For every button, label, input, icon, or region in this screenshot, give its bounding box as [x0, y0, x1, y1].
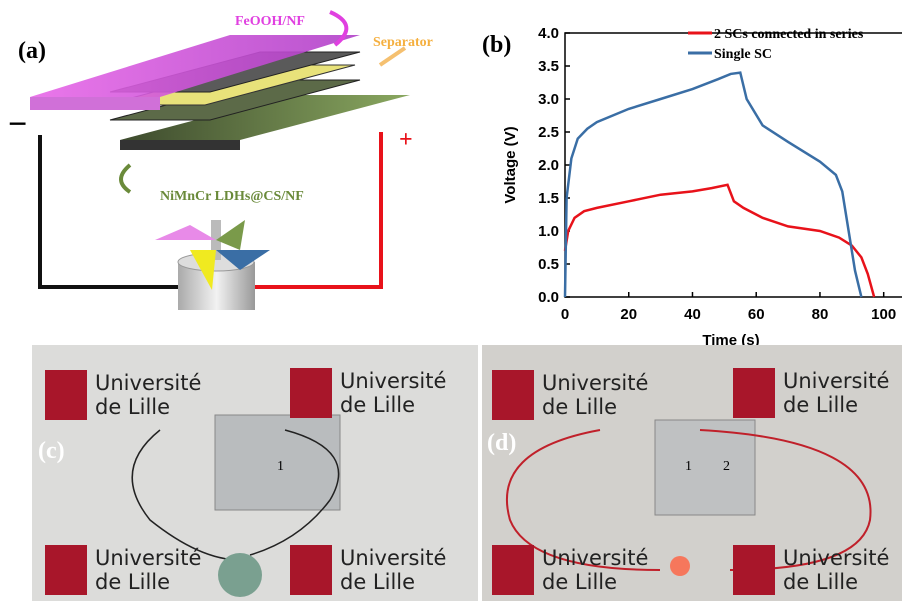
y-tick-label: 3.5: [538, 58, 559, 75]
plate-edge: [30, 97, 160, 110]
device: [214, 414, 341, 511]
logo-text: de Lille: [340, 570, 415, 594]
y-tick-label: 4.0: [538, 25, 559, 42]
logo-text: de Lille: [542, 395, 617, 419]
x-tick-label: 20: [620, 306, 637, 323]
label: −: [8, 106, 27, 143]
cell-label: 1: [685, 459, 692, 474]
wire: [255, 132, 383, 289]
wire: [131, 429, 340, 561]
logo-text: Université: [783, 369, 889, 393]
plate-edge: [120, 140, 240, 150]
logo-mark: [290, 368, 332, 418]
x-axis-label: Time (s): [702, 332, 759, 349]
logo-text: Université: [340, 369, 446, 393]
logo-text: de Lille: [95, 395, 170, 419]
led: [670, 556, 690, 576]
logo-text: Université: [542, 546, 648, 570]
arrow: [119, 163, 132, 194]
legend-label: 2 SCs connected in series: [714, 27, 864, 42]
device: [654, 419, 756, 516]
x-tick-label: 40: [684, 306, 701, 323]
logo-mark: [733, 368, 775, 418]
legend-label: Single SC: [714, 47, 772, 62]
cell-label: 1: [277, 459, 284, 474]
logo-mark: [45, 370, 87, 420]
logo-mark: [492, 370, 534, 420]
y-tick-label: 1.5: [538, 190, 559, 207]
panel-label: (d): [487, 430, 516, 456]
logo-mark: [492, 545, 534, 595]
blade: [216, 250, 270, 270]
panel-label: (c): [38, 438, 65, 464]
panel-label: (b): [482, 32, 511, 58]
panel-label: (a): [18, 38, 46, 64]
logo-text: de Lille: [783, 570, 858, 594]
y-tick-label: 2.5: [538, 124, 559, 141]
arrow: [378, 46, 407, 67]
logo-text: de Lille: [340, 393, 415, 417]
logo-mark: [45, 545, 87, 595]
blade: [216, 220, 245, 250]
cell-label: 2: [723, 459, 730, 474]
label: +: [399, 127, 413, 153]
logo-text: Université: [340, 546, 446, 570]
y-tick-label: 0.0: [538, 289, 559, 306]
line-series: [563, 71, 863, 298]
logo-mark: [290, 545, 332, 595]
label: NiMnCr LDHs@CS/NF: [160, 189, 304, 204]
y-tick-label: 0.5: [538, 256, 559, 273]
x-tick-label: 60: [748, 306, 765, 323]
logo-mark: [733, 545, 775, 595]
x-tick-label: 0: [561, 306, 569, 323]
y-tick-label: 1.0: [538, 223, 559, 240]
y-axis-label: Voltage (V): [502, 126, 519, 203]
x-tick-label: 100: [871, 306, 896, 323]
logo-text: de Lille: [542, 570, 617, 594]
wire: [38, 135, 178, 289]
chart: (b) Time (s) Voltage (V) 0.0 0.5 1.0 1.5 2.0…: [482, 25, 902, 349]
logo-text: Université: [95, 371, 201, 395]
blade: [155, 225, 216, 240]
wire: [505, 429, 872, 571]
x-tick-label: 80: [812, 306, 829, 323]
label: FeOOH/NF: [235, 14, 305, 29]
blade: [190, 250, 216, 290]
y-tick-label: 2.0: [538, 157, 559, 174]
logo-text: Université: [542, 371, 648, 395]
plate: [30, 35, 360, 97]
line-series: [563, 183, 876, 298]
logo-text: Université: [95, 546, 201, 570]
label: Separator: [373, 35, 433, 50]
motor: [218, 553, 262, 597]
plate: [120, 95, 410, 140]
logo-text: Université: [783, 546, 889, 570]
logo-text: de Lille: [783, 393, 858, 417]
logo-text: de Lille: [95, 570, 170, 594]
arrow: [329, 10, 349, 47]
schematic: (a) FeOOH/NF Separator NiMnCr LDHs@CS/NF…: [8, 10, 433, 310]
y-tick-label: 3.0: [538, 91, 559, 108]
